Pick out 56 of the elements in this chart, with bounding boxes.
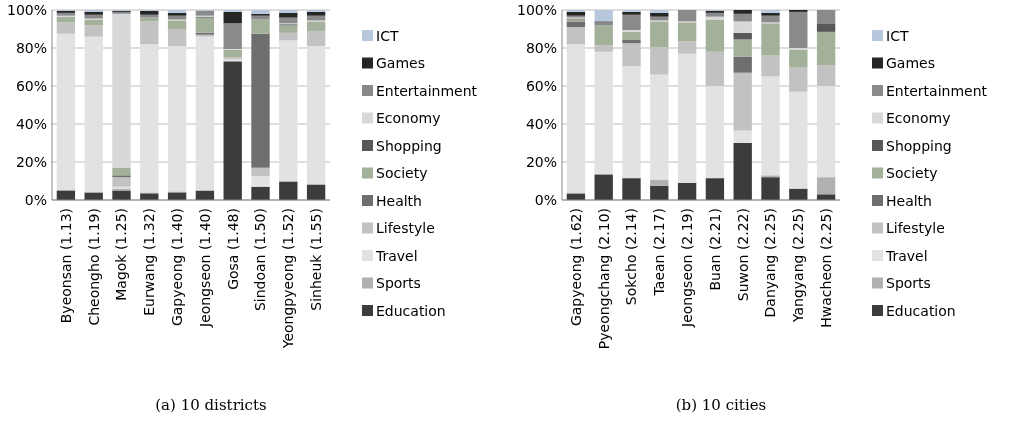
y-tick-label: 80% (15, 39, 47, 56)
x-tick-label: Jeongseon (1.40) (196, 208, 213, 328)
y-tick-label: 80% (525, 39, 557, 56)
legend-label: Health (886, 192, 932, 209)
x-tick-label: Gapyeong (1.62) (567, 208, 584, 327)
text: (a) 10 districts (155, 396, 267, 414)
x-tick-label: Magok (1.25) (113, 208, 130, 301)
legend-label: Economy (886, 110, 951, 127)
y-tick-label: 60% (15, 77, 47, 94)
legend-label: Entertainment (886, 82, 988, 99)
legend-label: Sports (376, 275, 421, 292)
x-tick-label: Hwacheon (2.25) (818, 208, 834, 328)
x-tick-label: Sokcho (2.14) (623, 208, 640, 306)
y-tick-label: 0% (534, 191, 557, 208)
legend-label: Lifestyle (376, 220, 435, 237)
y-tick-label: 40% (15, 115, 47, 132)
legend-label: Travel (375, 247, 418, 264)
legend-label: Education (886, 302, 956, 319)
text: (b) 10 cities (675, 396, 767, 414)
y-tick-label: 100% (516, 1, 557, 18)
legend-label: Shopping (886, 137, 952, 154)
x-tick-label: Yeongpyeong (1.52) (280, 208, 297, 350)
x-tick-label: Gosa (1.48) (224, 208, 241, 290)
legend-label: Economy (376, 110, 441, 127)
legend-label: Society (886, 165, 938, 182)
y-tick-label: 20% (15, 153, 47, 170)
legend-label: ICT (376, 27, 399, 44)
legend-label: Health (376, 192, 422, 209)
x-tick-label: Sindoan (1.50) (252, 208, 269, 312)
x-tick-label: Cheongho (1.19) (85, 208, 102, 326)
x-tick-label: Eurwang (1.32) (141, 208, 158, 316)
legend-label: Lifestyle (886, 220, 945, 237)
y-tick-label: 60% (525, 77, 557, 94)
x-tick-label: Jeongseon (2.19) (679, 208, 695, 328)
legend-label: Education (376, 302, 446, 319)
x-tick-label: Gapyeong (1.40) (169, 208, 185, 327)
legend-label: Travel (885, 247, 928, 264)
x-tick-label: Sinheuk (1.55) (308, 208, 324, 311)
legend-label: Games (886, 55, 935, 72)
y-tick-label: 20% (525, 153, 557, 170)
x-tick-label: Byeonsan (1.13) (57, 208, 74, 324)
legend-label: ICT (886, 27, 909, 44)
legend-label: Games (376, 55, 425, 72)
legend-label: Society (376, 165, 428, 182)
y-tick-label: 100% (6, 1, 47, 18)
x-tick-label: Suwon (2.22) (734, 208, 751, 302)
x-tick-label: Yangyang (2.25) (790, 208, 807, 324)
legend-label: Entertainment (376, 82, 478, 99)
x-tick-label: Danyang (2.25) (762, 208, 779, 318)
x-tick-label: Pyeongchang (2.10) (595, 208, 612, 350)
x-tick-label: Taean (2.17) (651, 208, 668, 297)
legend-label: Shopping (376, 137, 442, 154)
x-tick-label: Buan (2.21) (706, 208, 723, 291)
y-tick-label: 0% (24, 191, 47, 208)
legend-label: Sports (886, 275, 931, 292)
y-tick-label: 40% (525, 115, 557, 132)
